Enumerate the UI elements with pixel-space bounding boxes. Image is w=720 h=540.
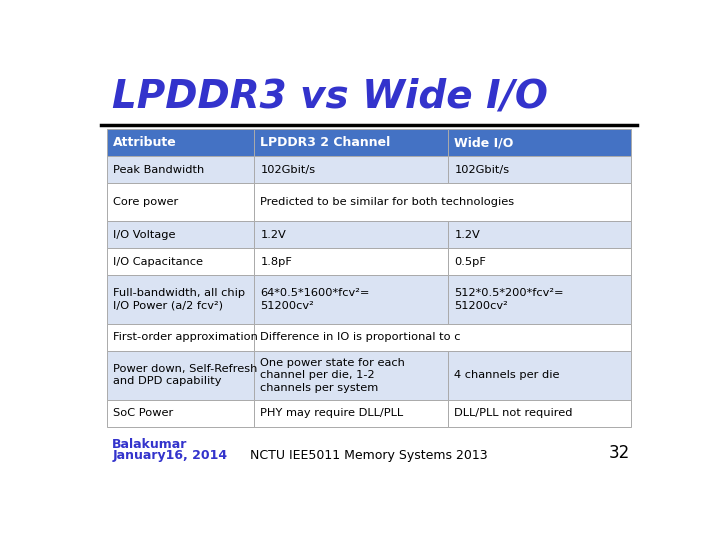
Text: 4 channels per die: 4 channels per die [454,370,560,380]
Text: 102Gbit/s: 102Gbit/s [454,165,510,175]
Text: 0.5pF: 0.5pF [454,256,486,267]
Text: 64*0.5*1600*fcv²=
51200cv²: 64*0.5*1600*fcv²= 51200cv² [261,288,369,310]
FancyBboxPatch shape [107,156,253,183]
Text: Difference in IO is proportional to c: Difference in IO is proportional to c [261,332,461,342]
FancyBboxPatch shape [448,275,631,324]
Text: DLL/PLL not required: DLL/PLL not required [454,408,573,418]
Text: Full-bandwidth, all chip
I/O Power (a/2 fcv²): Full-bandwidth, all chip I/O Power (a/2 … [114,288,246,310]
FancyBboxPatch shape [253,156,448,183]
FancyBboxPatch shape [253,129,448,156]
FancyBboxPatch shape [253,324,631,351]
FancyBboxPatch shape [448,400,631,427]
Text: Predicted to be similar for both technologies: Predicted to be similar for both technol… [261,197,514,207]
Text: Core power: Core power [114,197,179,207]
Text: NCTU IEE5011 Memory Systems 2013: NCTU IEE5011 Memory Systems 2013 [250,449,488,462]
FancyBboxPatch shape [253,351,448,400]
Text: PHY may require DLL/PLL: PHY may require DLL/PLL [261,408,403,418]
Text: 512*0.5*200*fcv²=
51200cv²: 512*0.5*200*fcv²= 51200cv² [454,288,564,310]
FancyBboxPatch shape [448,129,631,156]
Text: Balakumar: Balakumar [112,438,188,451]
FancyBboxPatch shape [448,221,631,248]
Text: One power state for each
channel per die, 1-2
channels per system: One power state for each channel per die… [261,358,405,393]
FancyBboxPatch shape [253,248,448,275]
Text: 1.2V: 1.2V [261,230,286,240]
FancyBboxPatch shape [107,324,253,351]
Text: Power down, Self-Refresh
and DPD capability: Power down, Self-Refresh and DPD capabil… [114,364,258,387]
FancyBboxPatch shape [107,129,253,156]
FancyBboxPatch shape [107,400,253,427]
FancyBboxPatch shape [253,221,448,248]
Text: LPDDR3 vs Wide I/O: LPDDR3 vs Wide I/O [112,77,548,115]
Text: 1.8pF: 1.8pF [261,256,292,267]
FancyBboxPatch shape [448,351,631,400]
FancyBboxPatch shape [107,351,253,400]
Text: 1.2V: 1.2V [454,230,480,240]
FancyBboxPatch shape [107,221,253,248]
Text: Wide I/O: Wide I/O [454,136,514,149]
FancyBboxPatch shape [107,275,253,324]
Text: SoC Power: SoC Power [114,408,174,418]
FancyBboxPatch shape [448,156,631,183]
FancyBboxPatch shape [253,183,631,221]
Text: LPDDR3 2 Channel: LPDDR3 2 Channel [261,136,390,149]
Text: Attribute: Attribute [114,136,177,149]
Text: I/O Voltage: I/O Voltage [114,230,176,240]
Text: 32: 32 [609,444,630,462]
Text: First-order approximation: First-order approximation [114,332,258,342]
FancyBboxPatch shape [253,275,448,324]
Text: Peak Bandwidth: Peak Bandwidth [114,165,204,175]
Text: 102Gbit/s: 102Gbit/s [261,165,315,175]
FancyBboxPatch shape [107,183,253,221]
FancyBboxPatch shape [253,400,448,427]
FancyBboxPatch shape [448,248,631,275]
Text: January16, 2014: January16, 2014 [112,449,228,462]
Text: I/O Capacitance: I/O Capacitance [114,256,204,267]
FancyBboxPatch shape [107,248,253,275]
